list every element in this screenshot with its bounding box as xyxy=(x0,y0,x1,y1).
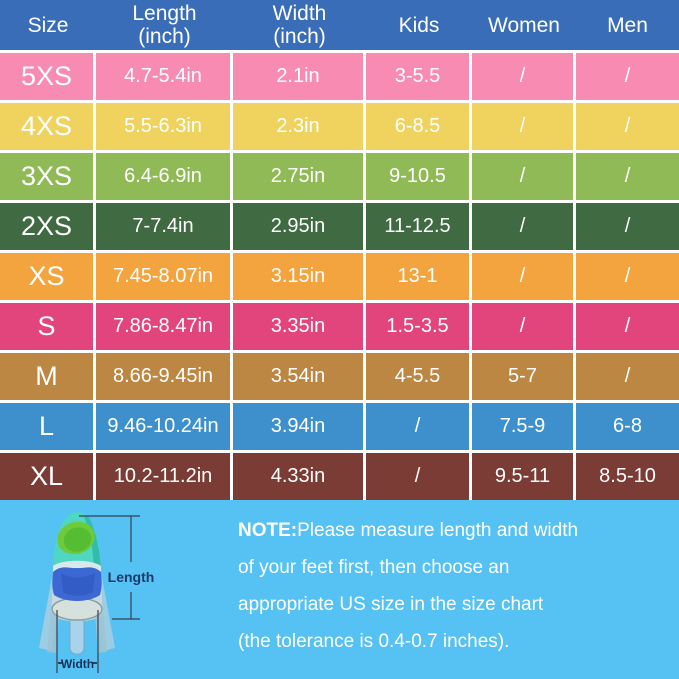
row-size-label: 5XS xyxy=(0,53,93,100)
table-cell: / xyxy=(576,203,679,250)
fin-length-label: Length xyxy=(108,569,155,585)
row-size-label: XS xyxy=(0,253,93,300)
table-cell: 8.5-10 xyxy=(576,453,679,500)
table-cell: 4.33in xyxy=(233,453,363,500)
table-cell: 9.46-10.24in xyxy=(96,403,230,450)
fin-illustration: Length Width xyxy=(39,512,155,673)
table-cell: 5-7 xyxy=(472,353,573,400)
table-cell: 2.75in xyxy=(233,153,363,200)
table-cell: 3.54in xyxy=(233,353,363,400)
fin-pocket-opening xyxy=(51,597,103,621)
table-cell: 4-5.5 xyxy=(366,353,469,400)
table-cell: / xyxy=(472,103,573,150)
note-label: NOTE: xyxy=(238,520,298,541)
row-size-label: S xyxy=(0,303,93,350)
table-cell: / xyxy=(366,403,469,450)
table-cell: 13-1 xyxy=(366,253,469,300)
table-cell: 8.66-9.45in xyxy=(96,353,230,400)
width-measure-lines xyxy=(56,610,99,673)
table-cell: / xyxy=(472,203,573,250)
table-cell: 6-8 xyxy=(576,403,679,450)
table-cell: 2.95in xyxy=(233,203,363,250)
table-cell: / xyxy=(472,303,573,350)
table-header-row: Size Length (inch) Width (inch) Kids Wom… xyxy=(0,0,679,50)
fin-wave xyxy=(53,560,101,574)
table-cell: 5.5-6.3in xyxy=(96,103,230,150)
table-cell: 7.86-8.47in xyxy=(96,303,230,350)
row-size-label: XL xyxy=(0,453,93,500)
header-kids: Kids xyxy=(398,13,440,37)
table-cell: 2.1in xyxy=(233,53,363,100)
table-cell: 6-8.5 xyxy=(366,103,469,150)
table-cell: 3.94in xyxy=(233,403,363,450)
table-cell: 7-7.4in xyxy=(96,203,230,250)
table-cell: 9-10.5 xyxy=(366,153,469,200)
fin-blue-band-shade xyxy=(61,573,95,596)
table-cell: / xyxy=(576,303,679,350)
table-cell: / xyxy=(576,103,679,150)
table-cell: 7.5-9 xyxy=(472,403,573,450)
header-length: Length (inch) xyxy=(132,2,197,48)
table-cell: / xyxy=(576,253,679,300)
note-text: NOTE:Please measure length and width of … xyxy=(238,512,590,660)
table-cell: / xyxy=(576,153,679,200)
row-size-label: M xyxy=(0,353,93,400)
header-width: Width (inch) xyxy=(272,2,327,48)
table-cell: 2.3in xyxy=(233,103,363,150)
table-cell: 9.5-11 xyxy=(472,453,573,500)
table-cell: 3.15in xyxy=(233,253,363,300)
table-cell: / xyxy=(576,53,679,100)
table-cell: 3-5.5 xyxy=(366,53,469,100)
header-women: Women xyxy=(488,13,560,37)
row-size-label: L xyxy=(0,403,93,450)
fin-width-label: Width xyxy=(61,657,94,671)
fin-green-opening xyxy=(57,521,95,555)
table-cell: 1.5-3.5 xyxy=(366,303,469,350)
table-cell: 11-12.5 xyxy=(366,203,469,250)
footer-panel: Length Width NOTE:Please measure length … xyxy=(0,500,679,679)
table-cell: 7.45-8.07in xyxy=(96,253,230,300)
table-cell: 6.4-6.9in xyxy=(96,153,230,200)
table-cell: / xyxy=(472,253,573,300)
table-cell: / xyxy=(472,53,573,100)
table-cell: 3.35in xyxy=(233,303,363,350)
fin-rail-left xyxy=(47,612,59,653)
length-measure-lines xyxy=(79,515,140,620)
table-cell: / xyxy=(576,353,679,400)
header-size: Size xyxy=(27,13,69,37)
header-men: Men xyxy=(607,13,648,37)
table-cell: / xyxy=(366,453,469,500)
table-cell: / xyxy=(472,153,573,200)
table-cell: 10.2-11.2in xyxy=(96,453,230,500)
row-size-label: 3XS xyxy=(0,153,93,200)
note-body: Please measure length and width of your … xyxy=(238,520,579,652)
row-size-label: 4XS xyxy=(0,103,93,150)
row-size-label: 2XS xyxy=(0,203,93,250)
table-body: 5XS 4.7-5.4in 2.1in 3-5.5//4XS 5.5-6.3in 2.3i… xyxy=(0,50,679,500)
table-cell: 4.7-5.4in xyxy=(96,53,230,100)
